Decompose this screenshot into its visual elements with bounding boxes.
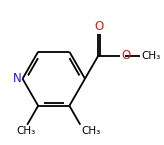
Text: CH₃: CH₃ <box>82 126 101 136</box>
Text: CH₃: CH₃ <box>141 51 160 61</box>
Text: CH₃: CH₃ <box>16 126 36 136</box>
Text: O: O <box>95 20 104 33</box>
Text: O: O <box>122 49 131 62</box>
Text: N: N <box>12 72 21 85</box>
